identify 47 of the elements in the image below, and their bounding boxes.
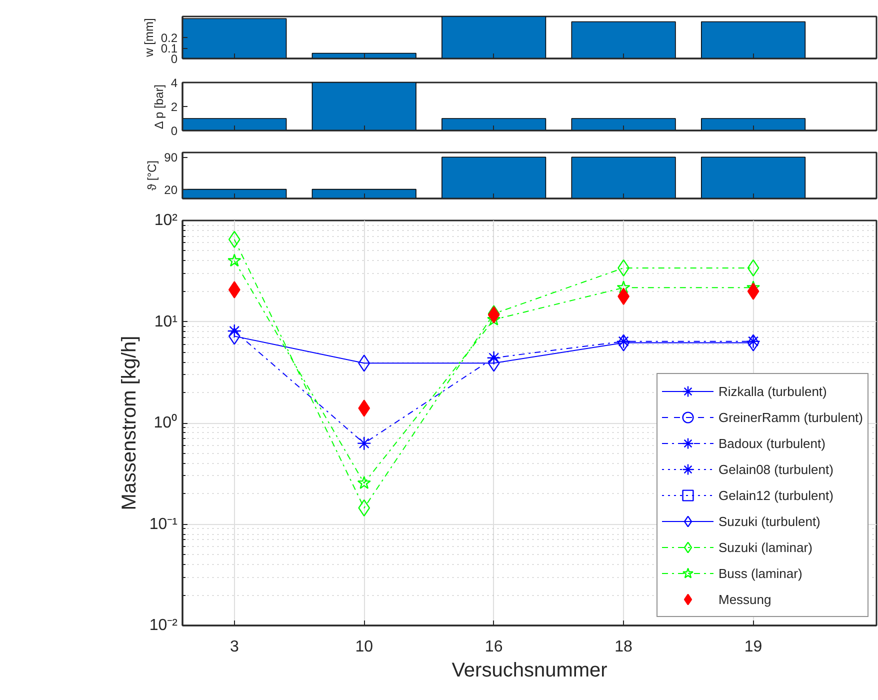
legend-label: Badoux (turbulent): [718, 434, 826, 453]
y-tick-label: 20: [164, 182, 178, 197]
x-tick-label: 3: [230, 638, 239, 656]
point: [228, 328, 240, 345]
point: [358, 400, 370, 417]
x-tick-label: 18: [614, 638, 633, 656]
y-tick-label: 4: [170, 76, 178, 90]
point: [358, 354, 370, 372]
bar: [442, 16, 546, 58]
legend-label: Gelain08 (turbulent): [718, 460, 834, 479]
point: [228, 254, 242, 267]
point: [747, 334, 760, 352]
legend-label: Buss (laminar): [718, 564, 802, 583]
bar: [700, 21, 806, 58]
x-tick-label: 10: [355, 638, 374, 656]
point: [616, 334, 631, 348]
y-axis-title: ϑ [°C]: [145, 160, 160, 191]
x-tick-label: 16: [484, 638, 503, 656]
y-tick-label: 10⁻¹: [149, 516, 178, 533]
point: [488, 354, 500, 372]
point: [616, 280, 630, 294]
y-tick-label: 10¹: [154, 313, 178, 330]
y-tick-label: 10⁻²: [149, 617, 178, 634]
legend-label: Messung: [718, 590, 772, 609]
bar: [571, 21, 676, 58]
legend-label: Rizkalla (turbulent): [718, 382, 827, 401]
legend-label: GreinerRamm (turbulent): [718, 408, 863, 427]
legend-label: Suzuki (laminar): [718, 538, 812, 557]
y-tick-label: 0: [170, 124, 178, 138]
x-tick-label: 19: [744, 638, 762, 656]
legend-label: Suzuki (turbulent): [718, 512, 820, 531]
y-tick-label: 90: [164, 150, 178, 165]
x-axis-title: Versuchsnummer: [452, 660, 608, 682]
bar: [182, 18, 287, 58]
point: [746, 334, 760, 348]
point: [486, 350, 501, 365]
legend-label: Gelain12 (turbulent): [718, 486, 834, 505]
y-axis-title: w [mm]: [142, 18, 156, 58]
y-axis-title: Massenstrom [kg/h]: [118, 336, 140, 510]
point: [228, 281, 240, 298]
point: [357, 476, 371, 489]
y-tick-label: 10²: [154, 212, 178, 229]
y-axis-title: Δ p [bar]: [152, 84, 166, 130]
point: [357, 436, 372, 450]
y-tick-label: 10⁰: [154, 414, 178, 432]
y-tick-label: 2: [170, 100, 178, 114]
point: [747, 282, 760, 300]
